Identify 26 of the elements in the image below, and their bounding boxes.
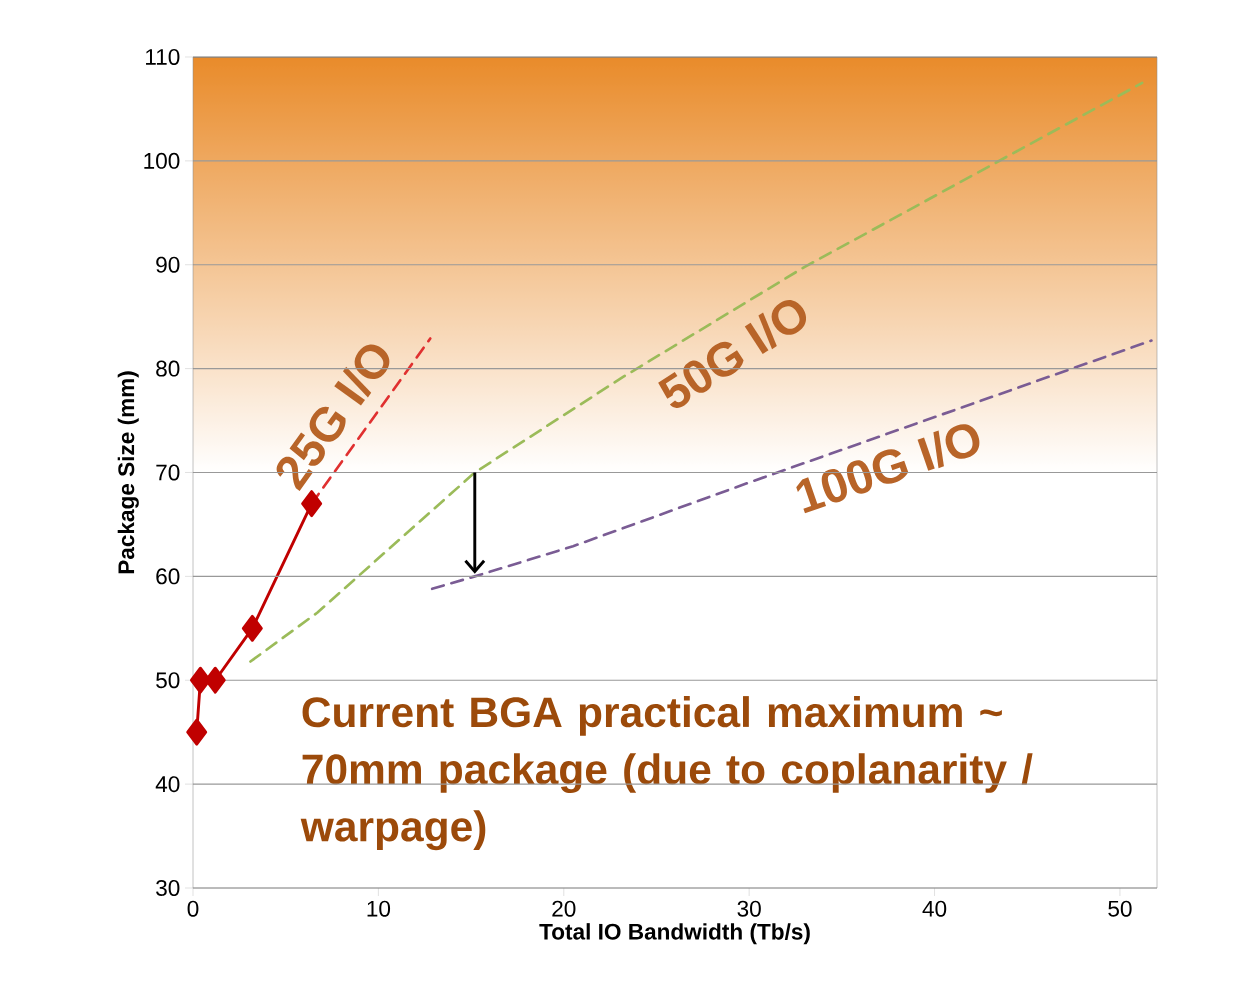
y-tick-label: 90: [156, 256, 180, 273]
line-series: [249, 81, 1144, 663]
y-tick-label: 110: [146, 48, 180, 65]
x-tick-label: 10: [367, 900, 391, 917]
x-tick-label: 30: [737, 900, 761, 917]
x-tick-label: 20: [552, 900, 576, 917]
y-tick-label: 60: [156, 568, 180, 585]
x-tick-label: 0: [187, 900, 199, 917]
point: [204, 666, 226, 694]
y-tick-label: 50: [156, 672, 180, 689]
text: 100G I/O: [796, 424, 980, 514]
point: [189, 666, 211, 694]
y-tick-label: 70: [156, 464, 180, 481]
y-tick-label: 100: [144, 152, 180, 169]
y-tick-label: 80: [156, 360, 180, 377]
annotation: Current BGA practical maximum ~ 70mm package (due to coplanarity / warpage): [300, 696, 1033, 851]
y-axis-title: Package Size (mm): [117, 371, 139, 574]
x-axis-title: Total IO Bandwidth (Tb/s): [539, 923, 810, 945]
point: [241, 614, 263, 642]
y-tick-label: 40: [155, 776, 180, 793]
x-tick-label: 40: [922, 900, 947, 917]
point: [186, 718, 208, 746]
point: [301, 490, 323, 518]
y-tick-label: 30: [156, 880, 180, 896]
x-tick-label: 50: [1108, 900, 1132, 917]
text: 50G I/O: [658, 300, 807, 408]
